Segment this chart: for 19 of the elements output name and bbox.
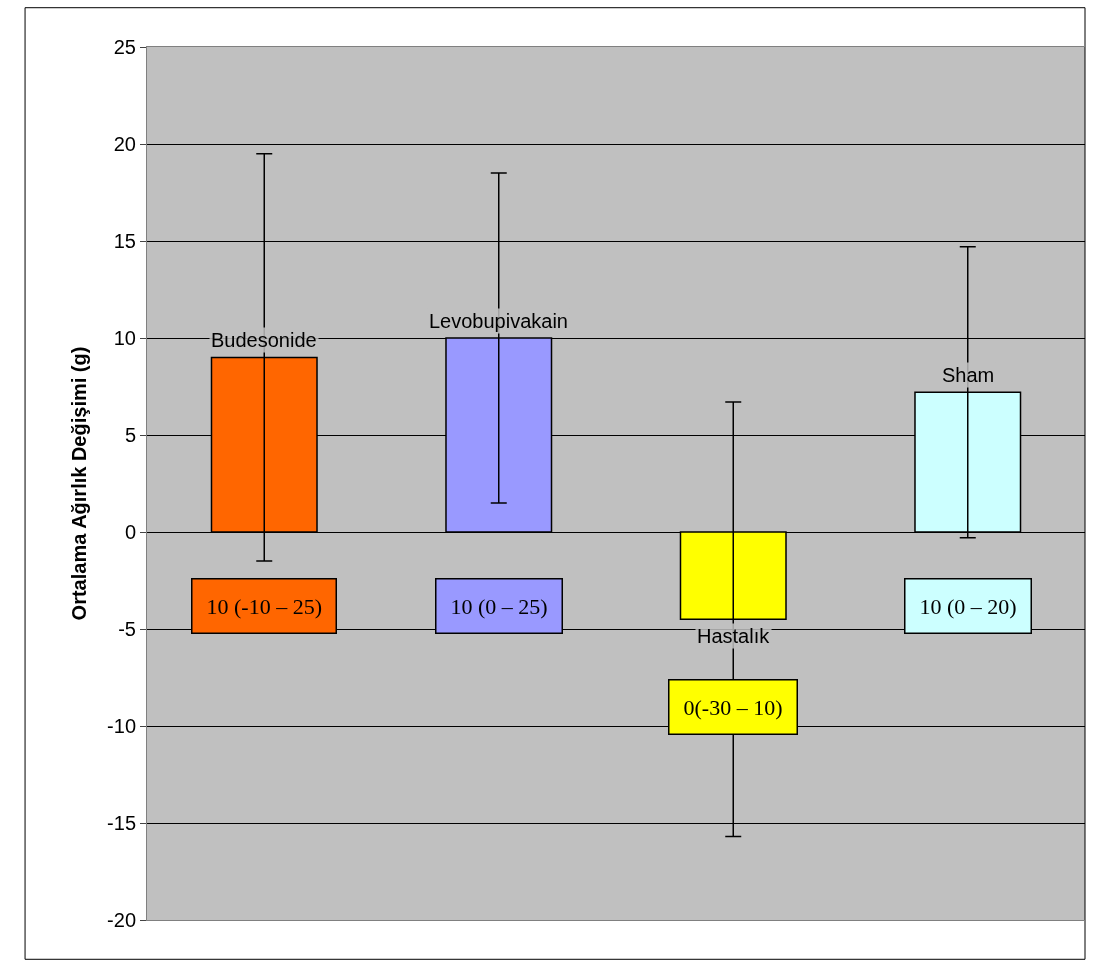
annotation: 0(-30 – 10) xyxy=(683,694,783,720)
y-tick-label: 25 xyxy=(113,36,136,58)
y-tick-label: 20 xyxy=(113,133,136,155)
x-tick-label: Sham xyxy=(942,364,995,386)
y-tick-label: 15 xyxy=(113,230,136,252)
x-tick-label: Levobupivakain xyxy=(429,310,568,332)
y-axis-title: Ortalama Ağırlık Değişimi (g) xyxy=(67,346,90,621)
y-tick-label: 5 xyxy=(124,424,136,446)
y-tick-label: -20 xyxy=(107,909,136,931)
annotation: 10 (-10 – 25) xyxy=(206,593,322,619)
y-tick-label: 0 xyxy=(124,521,136,543)
y-tick-label: 10 xyxy=(113,327,136,349)
annotation: 10 (0 – 20) xyxy=(919,593,1017,619)
y-tick-label: -5 xyxy=(118,618,136,640)
x-tick-label: Budesonide xyxy=(211,329,317,351)
y-tick-label: -10 xyxy=(107,715,136,737)
y-tick-label: -15 xyxy=(107,812,136,834)
annotation: 10 (0 – 25) xyxy=(450,593,548,619)
x-tick-label: Hastalık xyxy=(697,625,771,647)
